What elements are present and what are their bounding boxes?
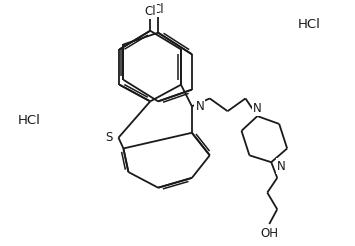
Text: OH: OH	[260, 227, 278, 240]
Text: N: N	[196, 100, 204, 113]
Text: HCl: HCl	[18, 114, 40, 127]
Text: Cl: Cl	[144, 5, 156, 18]
Text: Cl: Cl	[152, 3, 164, 16]
Text: HCl: HCl	[297, 18, 321, 31]
Text: N: N	[277, 160, 285, 173]
Text: N: N	[253, 102, 262, 115]
Text: S: S	[105, 131, 112, 144]
